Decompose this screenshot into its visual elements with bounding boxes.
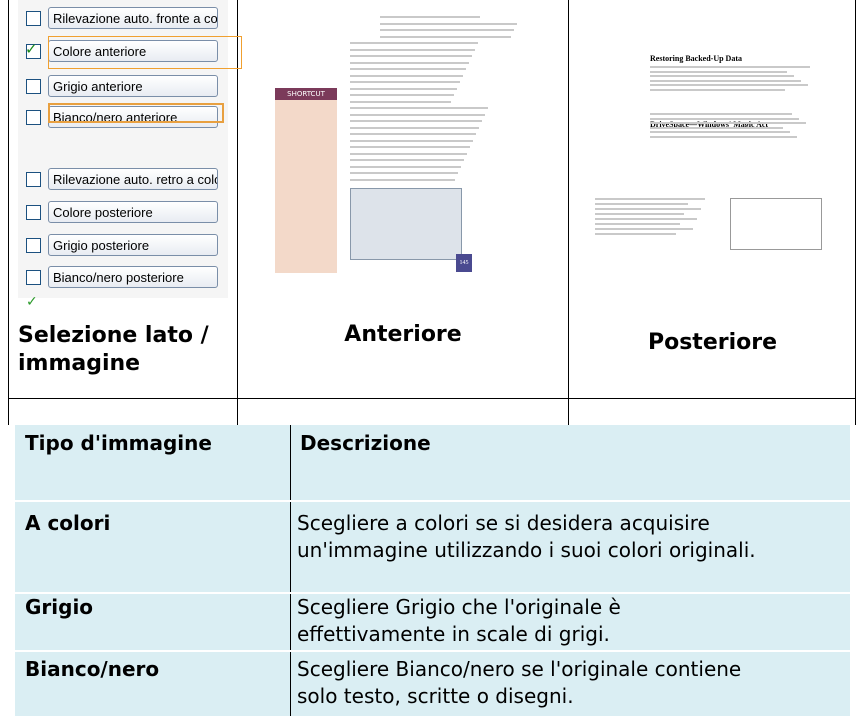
text-line	[380, 29, 514, 31]
text-line	[650, 122, 806, 124]
check-mark: ✓	[25, 40, 38, 58]
text-line	[380, 16, 480, 18]
option-button: Colore anteriore	[48, 40, 218, 62]
text-line	[595, 223, 680, 225]
border	[855, 0, 856, 425]
checkbox	[26, 110, 41, 125]
screenshot-figure	[350, 188, 462, 260]
border	[568, 0, 569, 425]
option-button: Grigio anteriore	[48, 75, 218, 97]
text-line	[350, 133, 476, 135]
option-button: Rilevazione auto. retro a color	[48, 168, 218, 190]
text-line	[350, 126, 479, 129]
text-line	[650, 75, 794, 77]
option-button: Grigio posteriore	[48, 234, 218, 256]
type-cell: Grigio	[25, 595, 94, 619]
text-line	[650, 113, 792, 115]
text-line	[595, 198, 705, 200]
text-line	[350, 55, 472, 57]
text-line	[650, 66, 810, 68]
focus-frame	[48, 103, 224, 123]
page-thumbnail: SHORTCUT 145	[260, 8, 532, 278]
dialog-figure	[730, 198, 822, 250]
text-line	[595, 213, 684, 215]
text-line	[350, 120, 482, 122]
text-line	[350, 42, 478, 44]
text-line	[380, 22, 517, 25]
text-line	[350, 165, 461, 168]
text-line	[350, 81, 460, 83]
text-line	[650, 88, 785, 91]
border	[290, 425, 291, 716]
border	[15, 500, 850, 502]
description-cell: Scegliere Bianco/nero se l'originale con…	[297, 657, 742, 708]
text-line	[595, 228, 693, 230]
text-line	[350, 100, 451, 103]
check-mark: ✓	[26, 294, 38, 310]
page-number: 145	[456, 254, 472, 272]
text-line	[595, 218, 697, 220]
header-cell: Tipo d'immagine	[25, 431, 212, 455]
border	[8, 0, 9, 425]
checkbox	[26, 79, 41, 94]
border	[15, 650, 850, 652]
text-line	[650, 126, 783, 129]
text-line	[595, 208, 701, 210]
checkbox	[26, 44, 41, 59]
sidebar	[275, 93, 337, 273]
text-line	[350, 74, 463, 77]
checkbox	[26, 172, 41, 187]
caption: Anteriore	[344, 322, 462, 347]
type-table: Tipo d'immagine Descrizione A colori Sce…	[15, 425, 850, 716]
thumb-heading: DriveSpace—Windows' Magic Act	[650, 120, 769, 129]
option-button: Rilevazione auto. fronte a colo	[48, 7, 218, 29]
focus-frame	[48, 36, 242, 69]
text-line	[650, 135, 797, 138]
text-line	[595, 233, 676, 235]
type-cell: Bianco/nero	[25, 657, 160, 681]
option-button: Bianco/nero posteriore	[48, 266, 218, 288]
text-line	[350, 94, 454, 96]
option-button: Colore posteriore	[48, 201, 218, 223]
text-line	[350, 172, 458, 174]
text-line	[350, 68, 466, 70]
text-line	[650, 79, 801, 82]
thumb-heading: Restoring Backed-Up Data	[650, 54, 742, 63]
text-line	[350, 146, 470, 148]
border	[15, 592, 850, 594]
text-line	[350, 152, 467, 155]
text-line	[350, 61, 469, 64]
text-line	[350, 107, 488, 109]
border	[237, 0, 238, 425]
checkbox	[26, 238, 41, 253]
checkbox	[26, 270, 41, 285]
type-cell: A colori	[25, 511, 111, 535]
text-line	[650, 70, 787, 73]
checkbox	[26, 11, 41, 26]
border	[8, 398, 856, 399]
text-line	[350, 113, 485, 116]
sidebar-title: SHORTCUT	[275, 88, 337, 100]
text-line	[350, 48, 475, 51]
description-cell: Scegliere a colori se si desidera acquis…	[297, 511, 756, 562]
text-line	[350, 178, 455, 181]
header-cell: Descrizione	[300, 431, 431, 455]
page-thumbnail: Restoring Backed-Up Data DriveSpace—Wind…	[590, 8, 840, 278]
text-line	[650, 117, 799, 120]
text-line	[650, 131, 790, 133]
text-line	[350, 159, 464, 161]
text-line	[595, 203, 688, 205]
checkbox	[26, 205, 41, 220]
text-line	[350, 87, 457, 90]
text-line	[380, 35, 511, 38]
caption: Selezione lato / immagine	[18, 323, 209, 376]
text-line	[650, 84, 808, 86]
caption: Posteriore	[647, 330, 778, 355]
text-line	[350, 139, 473, 142]
description-cell: Scegliere Grigio che l'originale è effet…	[297, 595, 621, 646]
